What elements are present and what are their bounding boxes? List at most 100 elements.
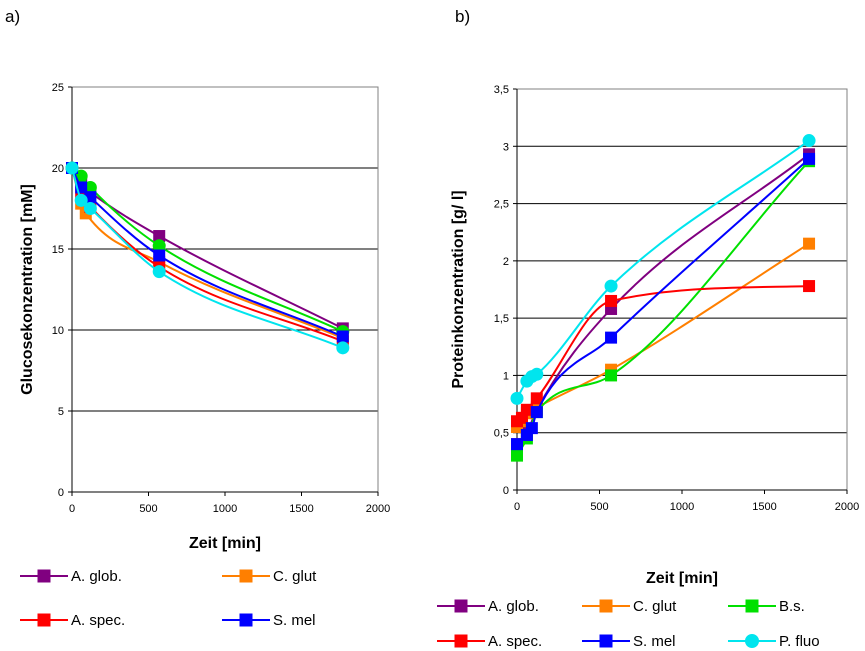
series-s-mel	[511, 152, 816, 451]
x-tick-label: 2000	[835, 501, 859, 513]
data-point-p-fluo	[152, 265, 166, 279]
legend-label: A. glob.	[71, 568, 122, 585]
series-line-s-mel	[516, 158, 810, 445]
data-point-s-mel	[336, 330, 349, 343]
legend-a: A. glob. C. glut A. spec. S. mel	[20, 568, 317, 629]
data-point-s-mel	[530, 406, 543, 419]
y-tick-label: 0	[58, 487, 64, 499]
panel-label-b: b)	[455, 7, 470, 26]
data-point-a-spec	[520, 403, 533, 416]
data-point-p-fluo	[336, 341, 350, 355]
y-tick-label: 1	[503, 370, 509, 382]
legend-label: A. spec.	[488, 633, 542, 650]
legend-marker	[37, 569, 51, 583]
series-p-fluo	[510, 134, 816, 405]
legend-marker	[599, 634, 613, 648]
y-tick-label: 20	[52, 163, 64, 175]
x-tick-label: 0	[514, 501, 520, 513]
series-line-a-spec	[516, 285, 810, 423]
legend-entry-s-mel: S. mel	[222, 612, 316, 629]
series-line-c-glut	[516, 242, 810, 428]
y-tick-label: 25	[52, 82, 64, 94]
x-tick-label: 1500	[752, 501, 776, 513]
data-point-p-fluo	[802, 134, 816, 148]
data-point-b-s	[511, 449, 523, 462]
y-tick-label: 0	[503, 485, 509, 497]
y-tick-label: 2,5	[494, 199, 509, 211]
data-point-p-fluo	[510, 391, 524, 405]
y-tick-label: 2	[503, 256, 509, 268]
y-tick-label: 0,5	[494, 428, 509, 440]
data-point-p-fluo	[74, 193, 88, 207]
legend-marker	[454, 599, 468, 613]
legend-entry-a-glob: A. glob.	[437, 598, 539, 615]
legend-label: P. fluo	[779, 633, 820, 650]
legend-entry-s-mel: S. mel	[582, 633, 676, 650]
data-point-a-spec	[605, 294, 618, 307]
legend-label: S. mel	[633, 633, 676, 650]
legend-entry-a-spec: A. spec.	[20, 612, 125, 629]
x-tick-label: 500	[139, 503, 157, 515]
series-line-a-glob	[71, 167, 344, 330]
y-tick-label: 3	[503, 141, 509, 153]
series-line-b-s	[71, 167, 344, 333]
x-axis-title: Zeit [min]	[189, 535, 261, 552]
x-tick-label: 1000	[213, 503, 237, 515]
y-axis-title: Proteinkonzentration [g/ l]	[450, 190, 467, 388]
data-point-p-fluo	[83, 202, 97, 215]
legend-label: C. glut	[633, 598, 677, 615]
series-p-fluo	[65, 161, 350, 355]
legend-marker	[745, 634, 759, 648]
y-tick-label: 3,5	[494, 84, 509, 96]
data-point-b-s	[152, 239, 166, 253]
x-tick-label: 0	[69, 503, 75, 515]
legend-label: A. spec.	[71, 612, 125, 629]
legend-marker	[745, 599, 759, 613]
series-b-s	[511, 155, 816, 462]
legend-marker	[454, 634, 468, 648]
y-tick-label: 10	[52, 325, 64, 337]
series-line-b-s	[516, 160, 810, 457]
legend-label: B.s.	[779, 598, 805, 615]
data-point-a-glob	[153, 230, 166, 243]
data-point-p-fluo	[604, 279, 618, 293]
data-point-a-spec	[530, 392, 543, 405]
legend-entry-p-fluo: P. fluo	[728, 633, 820, 650]
x-tick-label: 500	[590, 501, 608, 513]
legend-entry-a-glob: A. glob.	[20, 568, 122, 585]
panel-label-a: a)	[5, 7, 20, 26]
legend-marker	[239, 613, 253, 627]
series-c-glut	[511, 237, 816, 433]
series-a-glob	[66, 162, 349, 335]
legend-marker	[599, 599, 613, 613]
data-point-a-spec	[803, 280, 816, 293]
data-point-p-fluo	[530, 367, 544, 381]
legend-entry-b-s: B.s.	[728, 598, 805, 615]
data-point-s-mel	[605, 331, 618, 344]
legend-entry-c-glut: C. glut	[222, 568, 317, 585]
series-line-s-mel	[71, 167, 344, 338]
legend-marker	[239, 569, 253, 583]
x-tick-label: 1500	[289, 503, 313, 515]
data-point-s-mel	[153, 249, 166, 262]
legend-label: A. glob.	[488, 598, 539, 615]
series-line-p-fluo	[516, 139, 810, 399]
legend-b: A. glob. C. glut B.s. A. spec. S. mel P. fluo	[437, 598, 820, 650]
data-point-s-mel	[803, 152, 816, 165]
x-tick-label: 2000	[366, 503, 390, 515]
legend-entry-c-glut: C. glut	[582, 598, 677, 615]
legend-marker	[37, 613, 51, 627]
series-line-c-glut	[71, 167, 344, 340]
data-point-c-glut	[803, 237, 816, 250]
y-tick-label: 5	[58, 406, 64, 418]
x-axis-title: Zeit [min]	[646, 570, 718, 587]
series-a-spec	[66, 162, 349, 348]
y-axis-title: Glucosekonzentration [mM]	[19, 184, 36, 395]
data-point-b-s	[605, 369, 618, 382]
legend-label: C. glut	[273, 568, 317, 585]
y-tick-label: 1,5	[494, 313, 509, 325]
legend-entry-a-spec: A. spec.	[437, 633, 542, 650]
legend-label: S. mel	[273, 612, 316, 629]
chart-b: 0 0,5 1 1,5 2 2,5 3 3,5 0 500 1000 1500 2000 Zeit [mi…	[437, 84, 859, 650]
